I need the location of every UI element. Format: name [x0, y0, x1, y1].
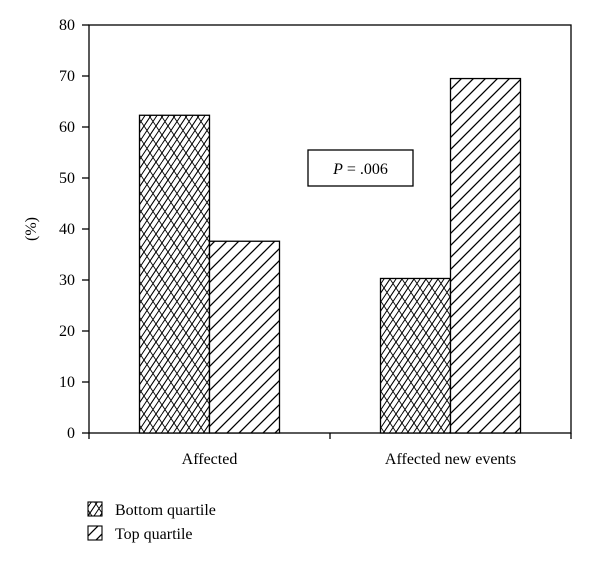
- annotation-p-value: = .006: [343, 161, 388, 178]
- y-tick-label: 20: [59, 323, 75, 340]
- legend-swatch-top-quartile: [87, 525, 103, 541]
- bar-top-quartile-affected: [208, 240, 281, 434]
- y-tick-label: 50: [59, 170, 75, 187]
- y-tick-label: 60: [59, 119, 75, 136]
- bar-bottom-quartile-affected-new-events: [379, 277, 452, 434]
- x-category-label: Affected: [182, 451, 238, 468]
- bar-bottom-quartile-affected: [138, 114, 211, 434]
- y-tick-label: 40: [59, 221, 75, 238]
- y-tick-label: 10: [59, 374, 75, 391]
- annotation-text: P = .006: [332, 161, 388, 178]
- legend-label: Top quartile: [115, 526, 193, 543]
- y-tick-label: 30: [59, 272, 75, 289]
- y-tick-label: 80: [59, 17, 75, 34]
- annotation-p-symbol: P: [332, 161, 343, 178]
- legend-label: Bottom quartile: [115, 502, 216, 519]
- bar-top-quartile-affected-new-events: [449, 77, 522, 434]
- y-tick-label: 70: [59, 68, 75, 85]
- y-axis-label: (%): [23, 217, 40, 241]
- axes-group: 0 10 20 30 40 50 60 70 80 (%) Affected Affected new…: [23, 17, 572, 468]
- annotation-box: [307, 149, 414, 187]
- p-value-annotation: P = .006: [307, 149, 414, 187]
- y-tick-label: 0: [67, 425, 75, 442]
- legend: Bottom quartile Top quartile: [87, 501, 216, 543]
- bars-group: [138, 77, 522, 434]
- x-category-label: Affected new events: [385, 451, 516, 468]
- legend-swatch-bottom-quartile: [87, 501, 103, 517]
